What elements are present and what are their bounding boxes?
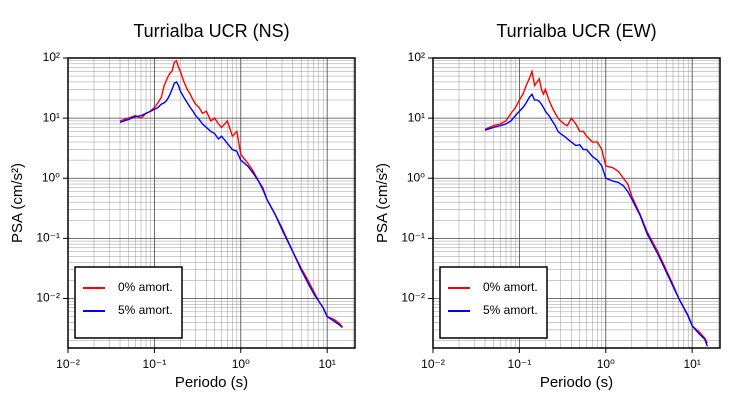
- series-line: [484, 68, 709, 344]
- legend-box: [74, 266, 183, 339]
- y-axis-label: PSA (cm/s²): [374, 163, 391, 243]
- y-tick-label: 10¹: [43, 110, 60, 124]
- y-axis-label: PSA (cm/s²): [9, 163, 26, 243]
- x-tick-label: 10⁰: [232, 357, 250, 371]
- legend: 0% amort. 5% amort.: [74, 266, 183, 339]
- legend-box: [439, 266, 548, 339]
- y-tick-label: 10²: [408, 50, 425, 64]
- x-axis-label: Periodo (s): [540, 374, 613, 391]
- plot-frame: [67, 57, 356, 349]
- x-tick-label: 10⁻¹: [508, 357, 532, 371]
- x-tick-label: 10⁻²: [421, 357, 445, 371]
- legend-label: 5% amort.: [483, 303, 538, 317]
- panel: 10⁻² 10⁻¹ 10⁰ 10¹ 10⁻² 10⁻¹ 10⁰ 10¹ 10² Turrialba…: [374, 21, 721, 391]
- y-tick-label: 10⁰: [407, 170, 425, 184]
- series-line: [119, 80, 343, 328]
- y-tick-label: 10⁰: [42, 170, 60, 184]
- panel: 10⁻² 10⁻¹ 10⁰ 10¹ 10⁻² 10⁻¹ 10⁰ 10¹ 10² Turrialba…: [9, 21, 356, 391]
- x-tick-label: 10⁻²: [56, 357, 80, 371]
- y-tick-label: 10¹: [408, 110, 425, 124]
- x-tick-label: 10⁻¹: [143, 357, 167, 371]
- y-tick-label: 10⁻²: [401, 291, 425, 305]
- legend-label: 0% amort.: [118, 280, 173, 294]
- legend: 0% amort. 5% amort.: [439, 266, 548, 339]
- y-tick-label: 10²: [43, 50, 60, 64]
- y-tick-label: 10⁻¹: [401, 231, 425, 245]
- x-tick-label: 10¹: [318, 357, 335, 371]
- x-axis-label: Periodo (s): [175, 374, 248, 391]
- legend-label: 0% amort.: [483, 280, 538, 294]
- legend-label: 5% amort.: [118, 303, 173, 317]
- y-tick-label: 10⁻²: [36, 291, 60, 305]
- plot-frame: [432, 57, 721, 349]
- x-tick-label: 10⁰: [597, 357, 615, 371]
- chart-title: Turrialba UCR (NS): [133, 21, 289, 41]
- y-tick-label: 10⁻¹: [36, 231, 60, 245]
- x-tick-label: 10¹: [683, 357, 700, 371]
- series-line: [484, 92, 709, 347]
- chart-title: Turrialba UCR (EW): [496, 21, 656, 41]
